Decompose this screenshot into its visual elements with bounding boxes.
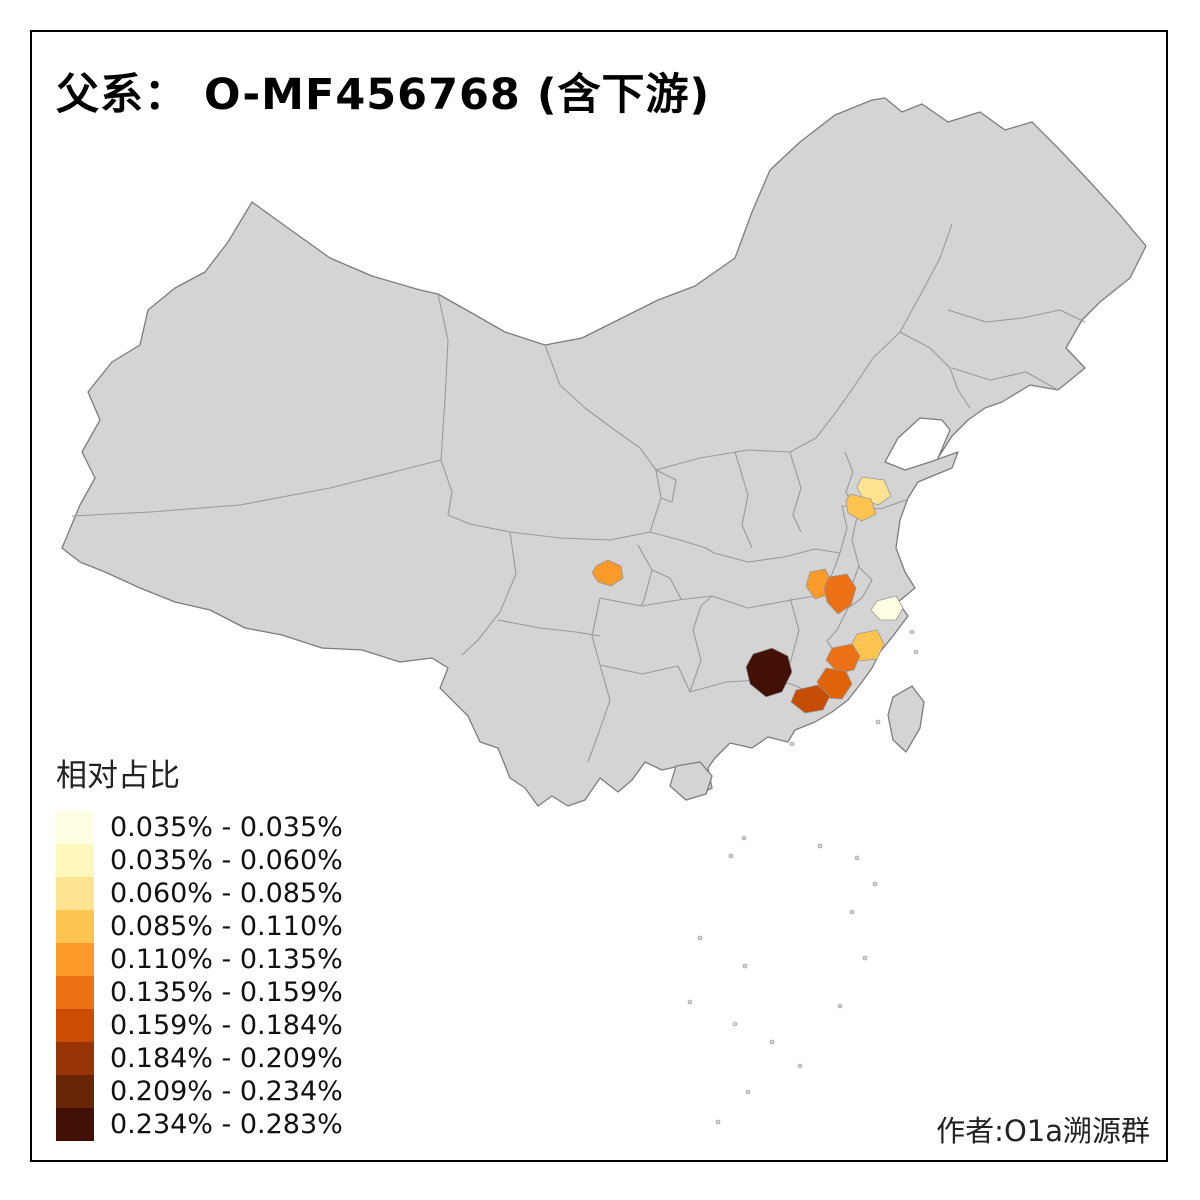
highlight-region-9 xyxy=(816,667,853,700)
highlight-region-10 xyxy=(790,684,831,714)
legend-item: 0.234% - 0.283% xyxy=(56,1108,343,1141)
island-dot xyxy=(849,909,855,915)
province-border xyxy=(599,595,713,607)
credit-text: 作者:O1a溯源群 xyxy=(936,1114,1150,1148)
mainland-group xyxy=(61,97,1147,807)
island-dot xyxy=(909,629,915,635)
legend-label: 0.060% - 0.085% xyxy=(110,878,343,909)
highlight-region-5 xyxy=(823,573,857,615)
legend-item: 0.184% - 0.209% xyxy=(56,1042,343,1075)
highlight-region-3 xyxy=(591,559,624,587)
province-border xyxy=(734,451,753,549)
province-border xyxy=(689,595,713,693)
island-dot xyxy=(862,955,868,961)
highlight-region-6 xyxy=(870,595,904,621)
legend-item: 0.060% - 0.085% xyxy=(56,877,343,910)
province-border xyxy=(847,565,873,609)
legend-label: 0.234% - 0.283% xyxy=(110,1109,343,1140)
china-mainland xyxy=(61,97,1147,807)
province-border xyxy=(899,223,953,333)
legend-swatch xyxy=(56,943,94,976)
legend-label: 0.110% - 0.135% xyxy=(110,944,343,975)
legend: 相对占比 0.035% - 0.035% 0.035% - 0.060% 0.0… xyxy=(56,750,343,1141)
island-dot xyxy=(732,1021,738,1027)
island-dot xyxy=(854,855,860,861)
island-dot xyxy=(745,1089,751,1095)
highlight-region-11 xyxy=(745,647,793,698)
province-border xyxy=(497,619,601,637)
legend-item: 0.035% - 0.035% xyxy=(56,811,343,844)
taiwan-island xyxy=(887,685,925,753)
island-dot xyxy=(797,1063,803,1069)
island-dot xyxy=(817,843,823,849)
island-dot xyxy=(728,853,734,859)
province-border xyxy=(655,331,901,471)
province-border xyxy=(649,531,715,554)
province-border xyxy=(440,459,651,541)
legend-title: 相对占比 xyxy=(56,758,180,794)
province-border xyxy=(544,344,662,533)
legend-item: 0.135% - 0.159% xyxy=(56,976,343,1009)
legend-item: 0.159% - 0.184% xyxy=(56,1009,343,1042)
province-border xyxy=(947,309,1086,323)
legend-swatch xyxy=(56,844,94,877)
province-border xyxy=(849,511,860,591)
province-border xyxy=(591,597,601,666)
small-islands-group xyxy=(687,629,919,1125)
province-border xyxy=(599,664,691,693)
island-dot xyxy=(741,835,747,841)
highlight-region-2 xyxy=(845,493,877,522)
province-border xyxy=(655,469,677,503)
legend-item: 0.035% - 0.060% xyxy=(56,844,343,877)
legend-label: 0.159% - 0.184% xyxy=(110,1010,343,1041)
legend-item: 0.110% - 0.135% xyxy=(56,943,343,976)
province-border xyxy=(461,531,517,656)
island-dot xyxy=(769,1039,775,1045)
legend-label: 0.209% - 0.234% xyxy=(110,1076,343,1107)
legend-swatch xyxy=(56,1108,94,1141)
legend-swatch xyxy=(56,811,94,844)
island-dot xyxy=(742,963,748,969)
legend-label: 0.035% - 0.060% xyxy=(110,845,343,876)
highlight-region-8 xyxy=(825,643,861,674)
province-border xyxy=(71,459,442,517)
province-border xyxy=(587,664,611,763)
legend-label: 0.035% - 0.035% xyxy=(110,812,343,843)
island-dot xyxy=(875,719,881,725)
province-border xyxy=(711,594,821,609)
province-border xyxy=(637,544,653,607)
island-dot xyxy=(687,999,693,1005)
legend-swatch xyxy=(56,1075,94,1108)
province-border xyxy=(437,293,449,461)
province-border xyxy=(789,451,802,533)
legend-label: 0.135% - 0.159% xyxy=(110,977,343,1008)
province-border xyxy=(713,548,841,563)
page-title: 父系： O-MF456768 (含下游) xyxy=(56,70,711,120)
legend-list: 0.035% - 0.035% 0.035% - 0.060% 0.060% -… xyxy=(56,811,343,1141)
highlight-regions-group xyxy=(591,476,904,714)
province-border xyxy=(899,331,971,409)
island-dot xyxy=(913,649,919,655)
island-dot xyxy=(715,1119,721,1125)
legend-item: 0.085% - 0.110% xyxy=(56,910,343,943)
legend-swatch xyxy=(56,910,94,943)
legend-swatch xyxy=(56,1009,94,1042)
island-dot xyxy=(872,881,878,887)
island-dot xyxy=(789,741,795,747)
island-dot xyxy=(697,935,703,941)
legend-swatch xyxy=(56,976,94,1009)
legend-label: 0.184% - 0.209% xyxy=(110,1043,343,1074)
legend-label: 0.085% - 0.110% xyxy=(110,911,343,942)
legend-swatch xyxy=(56,877,94,910)
province-border xyxy=(651,569,682,600)
island-dot xyxy=(837,1003,843,1009)
province-border xyxy=(951,367,1059,391)
legend-item: 0.209% - 0.234% xyxy=(56,1075,343,1108)
hainan-island xyxy=(669,761,713,801)
legend-swatch xyxy=(56,1042,94,1075)
